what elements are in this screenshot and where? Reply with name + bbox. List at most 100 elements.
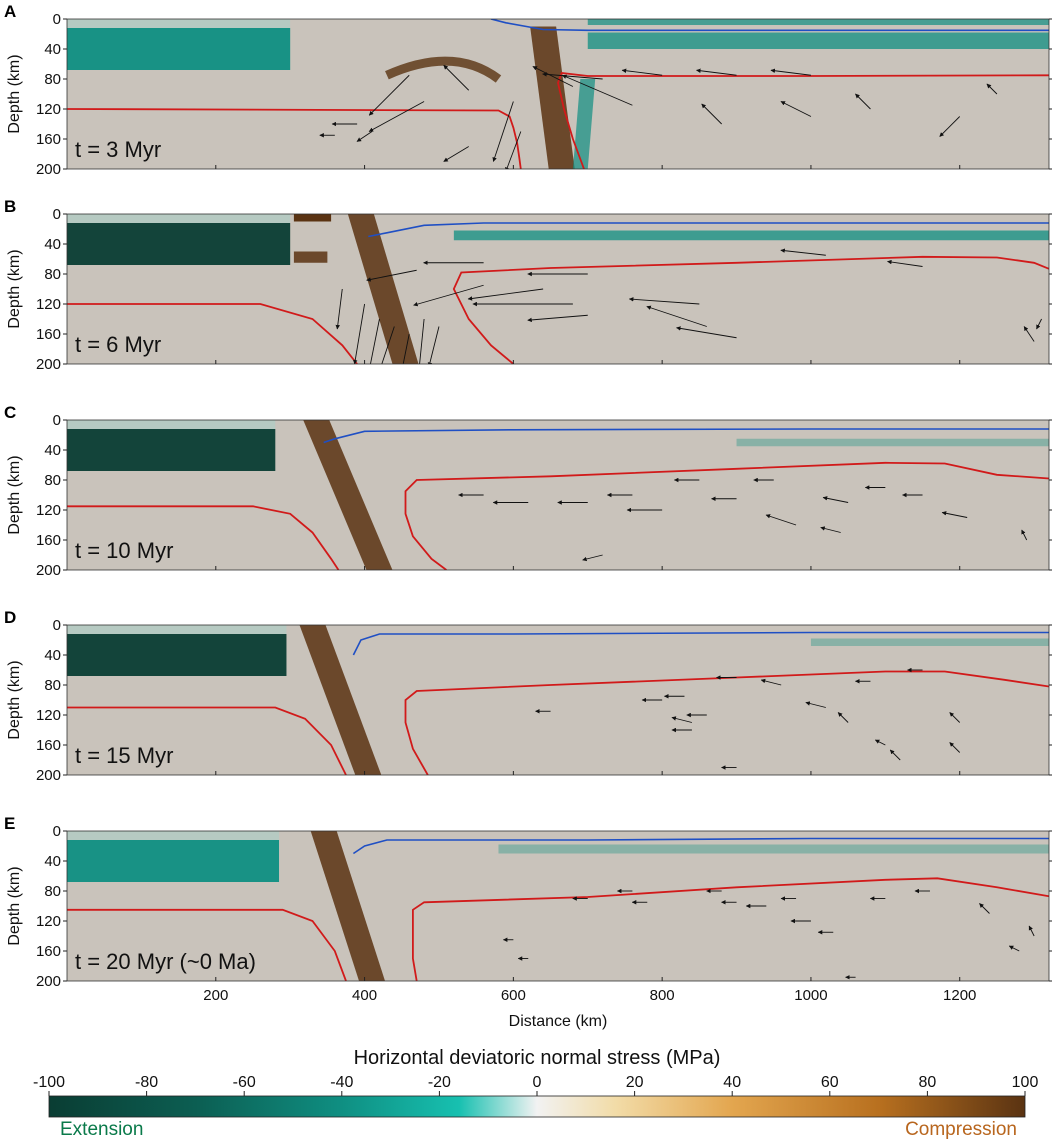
velocity-arrow (760, 678, 782, 686)
compression-surface (293, 214, 332, 222)
y-tick-label: 160 (36, 737, 61, 754)
y-tick-label: 120 (36, 101, 61, 118)
y-tick-label: 80 (44, 472, 61, 489)
velocity-arrow (413, 284, 484, 307)
velocity-arrow (979, 903, 990, 914)
extension-zone-left (67, 429, 276, 471)
velocity-arrow (1008, 945, 1020, 952)
time-label: t = 3 Myr (75, 137, 161, 162)
colorbar-tick-label: 0 (533, 1074, 542, 1091)
panel-frame (66, 830, 1050, 982)
velocity-arrow (356, 131, 373, 142)
compression-slab (530, 26, 575, 169)
panel-c: 0 40 80 120 160 200 Depth (km) Ct = 10 Myr (4, 403, 1052, 579)
extension-zone-surface (67, 19, 291, 28)
x-tick-label: 1000 (794, 987, 827, 1004)
velocity-arrow (368, 101, 425, 132)
panel-letter: D (4, 608, 16, 627)
extension-zone-left (67, 634, 287, 676)
y-tick-label: 40 (44, 853, 61, 870)
moho-line (352, 631, 1049, 656)
colorbar-tick-label: 100 (1012, 1074, 1039, 1091)
colorbar-tick-label: -100 (33, 1074, 65, 1091)
extension-zone-top (587, 19, 1049, 25)
x-tick-label: 400 (352, 987, 377, 1004)
velocity-arrow (949, 742, 961, 753)
velocity-arrow (770, 68, 811, 76)
colorbar-gradient (48, 1095, 1026, 1118)
y-tick-label: 80 (44, 266, 61, 283)
velocity-arrow (696, 68, 737, 76)
colorbar-tick-label: 20 (626, 1074, 644, 1091)
velocity-arrow (419, 318, 425, 364)
y-axis-label: Depth (km) (6, 660, 23, 739)
velocity-arrow (467, 288, 544, 301)
lab-line-right (404, 461, 1049, 570)
extension-zone-left (67, 28, 291, 70)
velocity-arrow (671, 716, 693, 723)
velocity-arrow (949, 712, 961, 723)
panel-letter: E (4, 814, 15, 833)
panels-group: 0 40 80 120 160 200 Depth (km) At = 3 Myr 0 40 80 1… (4, 2, 1052, 1004)
velocity-arrow (1023, 326, 1035, 342)
y-axis-label: Depth (km) (6, 455, 23, 534)
extension-zone-left (67, 223, 291, 265)
velocity-arrow (646, 305, 707, 327)
colorbar-tick-label: -80 (135, 1074, 158, 1091)
panel-letter: B (4, 197, 16, 216)
lab-line-right (412, 877, 1049, 981)
colorbar-tick-label: -40 (330, 1074, 353, 1091)
lab-line-left (67, 706, 347, 775)
x-tick-label: 800 (650, 987, 675, 1004)
y-tick-label: 200 (36, 562, 61, 579)
y-tick-label: 40 (44, 236, 61, 253)
y-tick-label: 0 (53, 206, 61, 223)
panel-letter: C (4, 403, 16, 422)
velocity-arrow (335, 288, 343, 330)
compression-slab (303, 420, 393, 570)
velocity-arrow (855, 93, 871, 110)
compression-arc (385, 56, 502, 83)
y-tick-label: 120 (36, 296, 61, 313)
panel-d: 0 40 80 120 160 200 Depth (km) Dt = 15 Myr (4, 608, 1052, 784)
velocity-arrow (532, 66, 574, 87)
colorbar-tick-label: 60 (821, 1074, 839, 1091)
velocity-arrow (941, 511, 968, 518)
panel-a: 0 40 80 120 160 200 Depth (km) At = 3 Myr (4, 2, 1052, 178)
velocity-arrow (805, 701, 826, 708)
velocity-arrow (874, 739, 886, 746)
panel-letter: A (4, 2, 16, 21)
y-axis-label: Depth (km) (6, 866, 23, 945)
compression-slab (347, 214, 419, 364)
velocity-arrow (369, 318, 380, 364)
extension-zone-surface (67, 420, 276, 429)
y-tick-label: 120 (36, 707, 61, 724)
y-tick-label: 120 (36, 913, 61, 930)
extension-zone-right (736, 438, 1049, 447)
velocity-arrow (505, 131, 522, 169)
y-tick-label: 0 (53, 617, 61, 634)
velocity-arrow (368, 74, 410, 116)
colorbar-title: Horizontal deviatoric normal stress (MPa… (354, 1047, 721, 1069)
extension-zone-surface (67, 831, 280, 840)
compression-blob (293, 251, 328, 263)
velocity-arrow (822, 496, 849, 503)
extension-label: Extension (60, 1119, 143, 1140)
velocity-arrow (939, 116, 961, 137)
y-tick-label: 120 (36, 502, 61, 519)
colorbar-tick-label: 40 (723, 1074, 741, 1091)
velocity-arrow (353, 303, 366, 364)
stress-field (67, 420, 1049, 570)
lab-line-left (67, 108, 522, 169)
y-tick-label: 160 (36, 943, 61, 960)
y-tick-label: 80 (44, 71, 61, 88)
velocity-arrow (443, 64, 470, 91)
y-tick-label: 160 (36, 326, 61, 343)
colorbar-tick-label: -20 (428, 1074, 451, 1091)
panel-e: 0 40 80 120 160 200 Depth (km) Et = 20 Myr (~0 … (4, 814, 1052, 990)
velocity-arrow (366, 269, 417, 282)
y-tick-label: 200 (36, 356, 61, 373)
x-axis-label: Distance (km) (509, 1013, 608, 1030)
y-tick-label: 80 (44, 883, 61, 900)
lab-line-left (67, 303, 358, 364)
